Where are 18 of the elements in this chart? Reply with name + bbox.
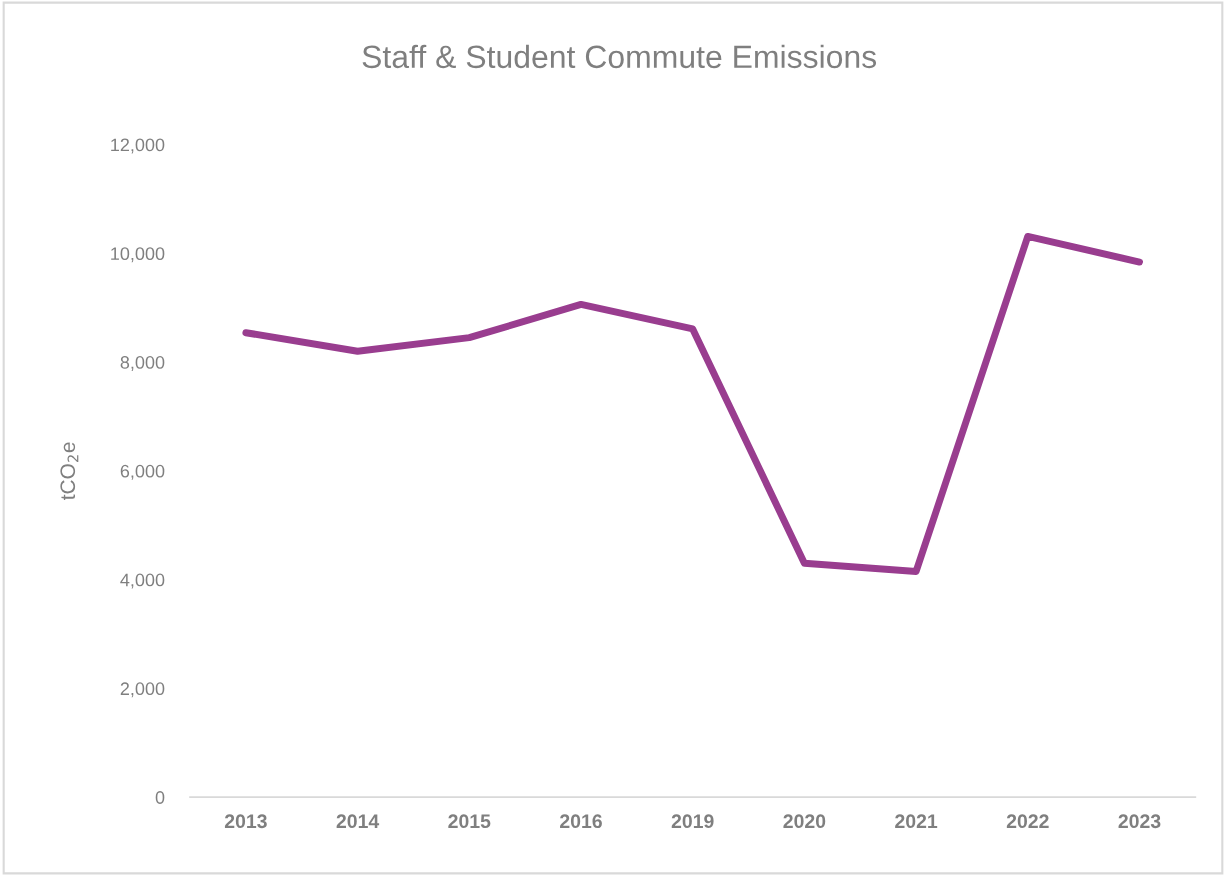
x-tick-label: 2015 — [448, 814, 491, 829]
x-tick-label: 2014 — [336, 814, 380, 829]
x-tick-label: 2021 — [895, 814, 938, 829]
y-tick-label: 6,000 — [120, 464, 165, 480]
y-tick-label: 2,000 — [120, 682, 165, 698]
x-tick-label: 2019 — [671, 814, 714, 829]
y-tick-label: 8,000 — [120, 356, 165, 371]
y-tick-label: 12,000 — [111, 138, 165, 154]
y-tick-label: 10,000 — [111, 247, 165, 263]
y-axis-title: tCO$_{2}$e — [60, 442, 79, 500]
y-tick-label: 4,000 — [120, 573, 165, 589]
x-tick-label: 2023 — [1118, 814, 1161, 829]
x-tick-label: 2013 — [224, 814, 267, 829]
y-tick-label: 0 — [155, 791, 165, 804]
x-tick-label: 2020 — [783, 814, 826, 829]
x-tick-label: 2022 — [1006, 814, 1049, 829]
x-tick-label: 2016 — [560, 814, 602, 829]
chart-title: Staff & Student Commute Emissions — [362, 44, 877, 69]
